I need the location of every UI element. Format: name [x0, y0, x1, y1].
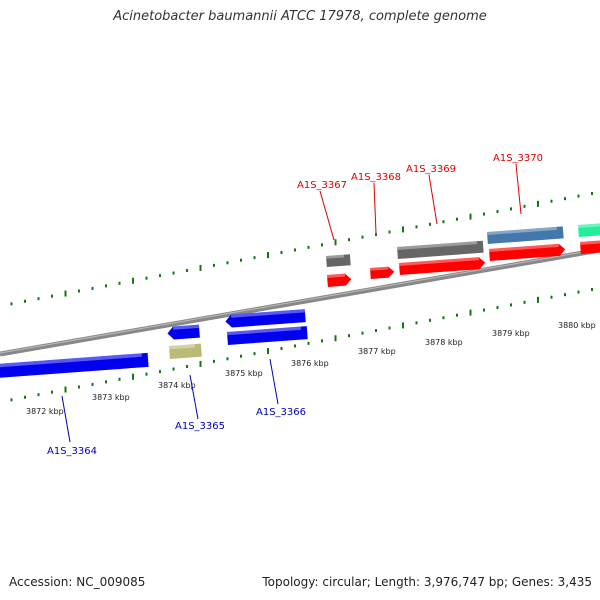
cds-block-blue[interactable] — [0, 352, 149, 378]
kbp-tick-label: 3877 kbp — [358, 347, 396, 356]
cds-arrow-red-highlight — [489, 243, 560, 252]
gene-block-teal-shape — [578, 222, 600, 237]
accession-label: Accession: NC_009085 — [9, 575, 146, 589]
gene-leader-line — [515, 163, 522, 215]
kbp-tick-label: 3878 kbp — [425, 338, 463, 347]
cds-block-blue-shape — [227, 326, 308, 345]
gene-leader-line — [428, 174, 438, 225]
kbp-tick-label: 3876 kbp — [291, 359, 329, 368]
gene-block-gray-highlight — [397, 241, 478, 250]
gene-block-khaki-shape — [169, 343, 202, 359]
cds-arrow-red-highlight — [370, 266, 389, 271]
cds-block-blue-highlight — [0, 353, 142, 368]
kbp-tick-label: 3879 kbp — [492, 329, 530, 338]
genome-summary-label: Topology: circular; Length: 3,976,747 bp… — [262, 575, 592, 589]
gene-block-gray-shape — [326, 254, 351, 267]
cds-arrow-red-highlight — [399, 257, 480, 266]
cds-arrow-red-shape — [327, 273, 352, 287]
cds-arrow-red[interactable] — [580, 240, 600, 254]
gene-block-khaki-highlight — [169, 344, 196, 350]
gene-block-gray-shape — [397, 240, 484, 259]
cds-block-blue-shape — [0, 352, 149, 378]
kbp-tick-label: 3872 kbp — [26, 407, 64, 416]
gene-leader-line — [189, 374, 199, 420]
cds-arrow-red[interactable] — [489, 243, 566, 261]
cds-arrow-blue[interactable] — [225, 309, 306, 328]
cds-block-blue-highlight — [226, 326, 302, 336]
gene-label-a1s_3366[interactable]: A1S_3366 — [256, 407, 306, 418]
cds-arrow-red-highlight — [327, 273, 346, 278]
gene-block-steel[interactable] — [487, 226, 564, 244]
kbp-tick-label: 3873 kbp — [92, 393, 130, 402]
gene-block-gray[interactable] — [397, 240, 484, 259]
gene-label-a1s_3367[interactable]: A1S_3367 — [297, 180, 347, 191]
cds-arrow-red[interactable] — [399, 257, 486, 275]
gene-leader-line — [61, 395, 71, 443]
gene-block-teal[interactable] — [578, 222, 600, 237]
gene-leader-line — [319, 190, 335, 241]
cds-arrow-red-shape — [580, 240, 600, 254]
gene-block-teal-highlight — [578, 223, 600, 228]
gene-block-gray-highlight — [326, 254, 345, 259]
genome-backbone — [0, 247, 600, 357]
gene-block-khaki[interactable] — [169, 343, 202, 359]
cds-arrow-blue-highlight — [230, 309, 306, 318]
cds-block-blue[interactable] — [226, 326, 308, 345]
cds-arrow-blue-highlight — [172, 324, 200, 330]
kbp-tick-label: 3880 kbp — [558, 321, 596, 330]
cds-arrow-blue-shape — [225, 309, 306, 328]
cds-arrow-red[interactable] — [327, 273, 352, 287]
genome-title: Acinetobacter baumannii ATCC 17978, comp… — [113, 9, 487, 24]
kbp-tick-label: 3875 kbp — [225, 369, 263, 378]
kbp-tick-label: 3874 kbp — [158, 381, 196, 390]
cds-arrow-red[interactable] — [370, 266, 395, 279]
gene-block-gray[interactable] — [326, 254, 351, 267]
cds-arrow-red-shape — [370, 266, 395, 279]
gene-label-a1s_3369[interactable]: A1S_3369 — [406, 164, 456, 175]
gene-label-a1s_3368[interactable]: A1S_3368 — [351, 172, 401, 183]
gene-leader-line — [373, 182, 377, 234]
gene-label-a1s_3364[interactable]: A1S_3364 — [47, 446, 97, 457]
cds-arrow-blue[interactable] — [167, 324, 200, 340]
cds-arrow-red-highlight — [580, 240, 600, 245]
gene-block-steel-shape — [487, 226, 564, 244]
genome-backbone-highlight — [0, 248, 600, 354]
gene-block-steel-highlight — [487, 226, 558, 235]
gene-label-a1s_3365[interactable]: A1S_3365 — [175, 421, 225, 432]
gene-label-a1s_3370[interactable]: A1S_3370 — [493, 153, 543, 164]
cds-arrow-red-shape — [399, 257, 486, 275]
cds-arrow-red-shape — [489, 243, 566, 261]
gene-leader-line — [269, 358, 279, 405]
cds-arrow-blue-shape — [167, 324, 200, 340]
